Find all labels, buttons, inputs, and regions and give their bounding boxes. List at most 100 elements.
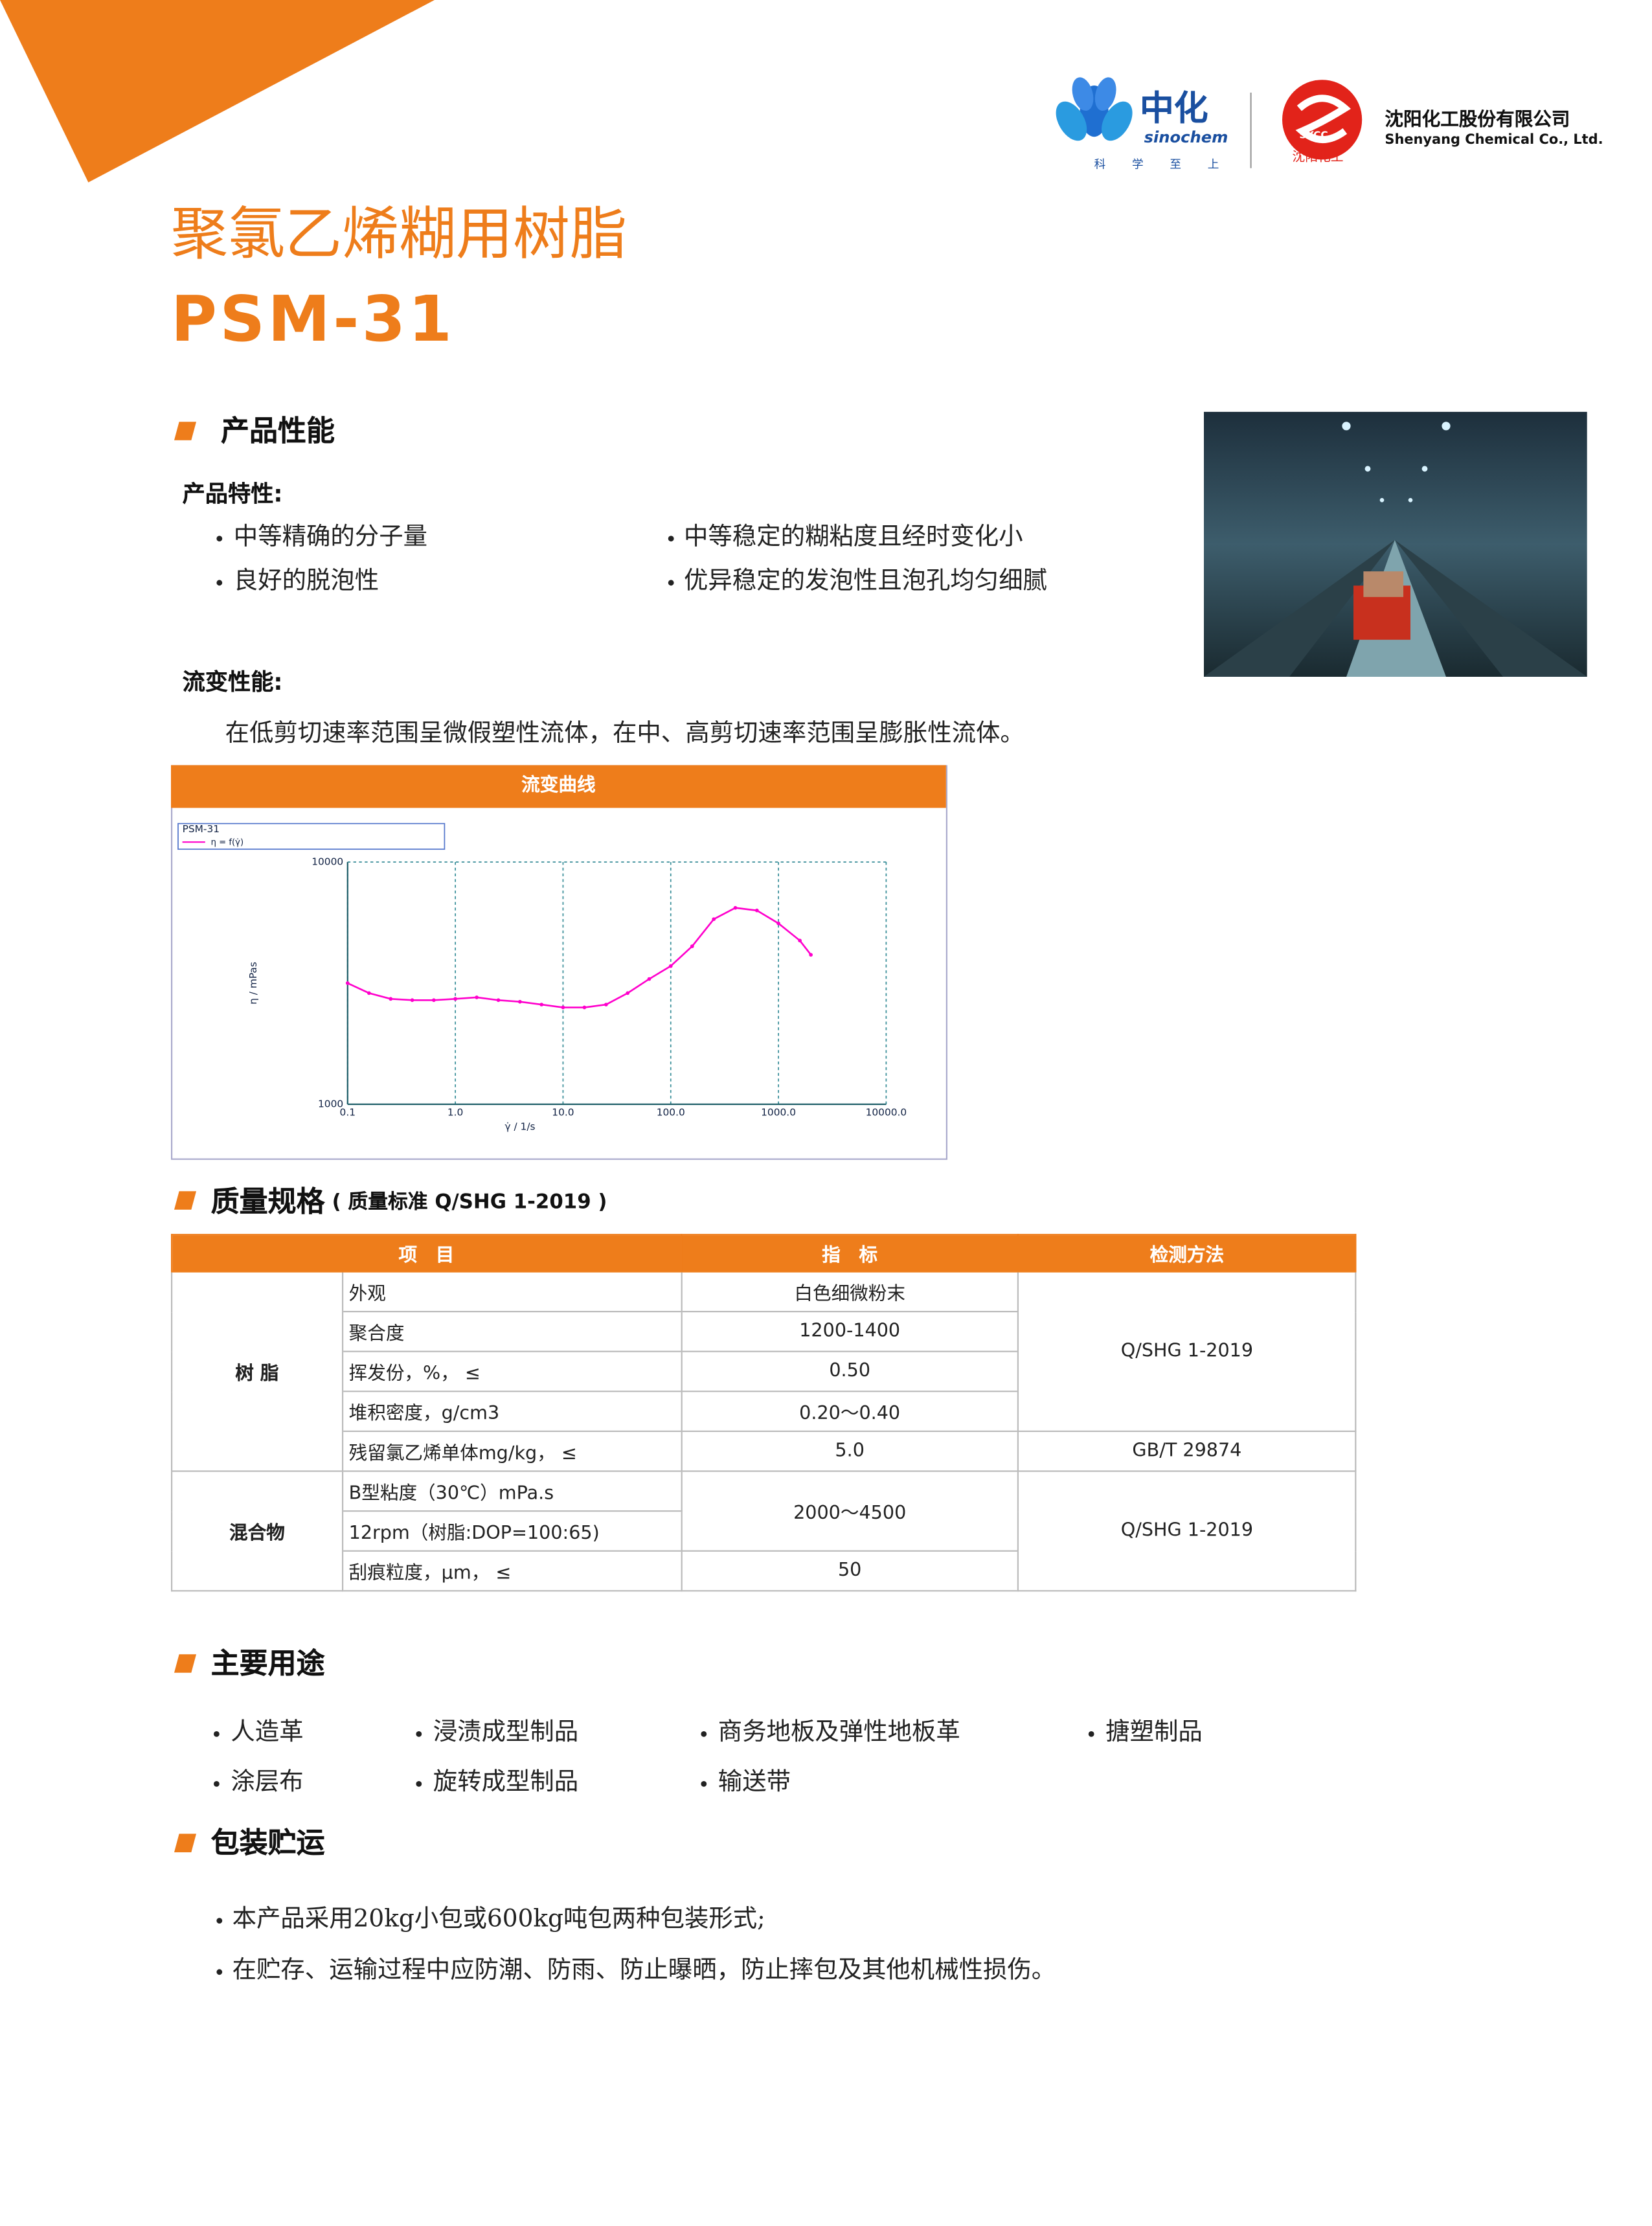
table-header: 项 目指 标检测方法 xyxy=(171,1234,1357,1273)
sycc-text: SYCC xyxy=(1299,130,1328,141)
sycc-cn: 沈阳化工 xyxy=(1292,151,1344,166)
company-cn: 沈阳化工股份有限公司 xyxy=(1385,109,1570,131)
warehouse-photo xyxy=(1204,411,1587,677)
data-point xyxy=(367,991,371,995)
item-cell: 外观 xyxy=(341,1271,682,1313)
feature: 优异稳定的发泡性且泡孔均匀细腻 xyxy=(684,567,1047,596)
chart-title: 流变曲线 xyxy=(521,775,596,797)
logo-cn: 中化 xyxy=(1140,88,1208,128)
item-cell: 12rpm（树脂:DOP=100:65) xyxy=(341,1510,682,1552)
method-cell: Q/SHG 1-2019 xyxy=(1017,1271,1357,1433)
bullet xyxy=(214,1781,220,1787)
data-point xyxy=(345,981,350,985)
header-cell: 指 标 xyxy=(680,1234,1019,1273)
title: 聚氯乙烯糊用树脂 xyxy=(171,202,627,268)
bullet xyxy=(1088,1731,1094,1737)
bullet xyxy=(701,1781,707,1787)
company-en: Shenyang Chemical Co., Ltd. xyxy=(1385,132,1603,148)
data-point xyxy=(432,998,436,1003)
group-cell: 树 脂 xyxy=(171,1271,343,1472)
bullet xyxy=(701,1731,707,1737)
data-point xyxy=(539,1003,544,1006)
data-point xyxy=(410,998,414,1003)
use-item: 涂层布 xyxy=(231,1768,304,1797)
group-cell: 混合物 xyxy=(171,1470,343,1592)
logo-en: sinochem xyxy=(1144,128,1228,147)
method-cell: Q/SHG 1-2019 xyxy=(1017,1470,1357,1592)
item-cell: 挥发份，%， ≤ xyxy=(341,1350,682,1392)
header-cell: 检测方法 xyxy=(1017,1234,1357,1273)
feature: 良好的脱泡性 xyxy=(233,567,379,596)
bullet xyxy=(668,536,674,541)
bullet xyxy=(214,1731,220,1737)
spec-cell: 50 xyxy=(680,1550,1019,1592)
x-tick-label: 1.0 xyxy=(447,1107,463,1119)
section-icon xyxy=(174,1191,197,1210)
data-point xyxy=(626,991,630,995)
use-item: 输送带 xyxy=(718,1768,791,1797)
x-tick-label: 0.1 xyxy=(340,1107,356,1119)
bullet xyxy=(216,536,223,541)
standard-note: ( 质量标准 Q/SHG 1-2019 ) xyxy=(332,1191,607,1214)
data-point xyxy=(604,1003,608,1006)
item-cell: 堆积密度，g/cm3 xyxy=(341,1391,682,1433)
sinochem-logo xyxy=(1056,77,1133,141)
data-point xyxy=(776,921,780,926)
spec-cell: 1200-1400 xyxy=(680,1311,1019,1352)
header-cell: 项 目 xyxy=(171,1234,682,1273)
bullet xyxy=(668,580,674,586)
data-point xyxy=(561,1005,565,1010)
spec-cell: 2000～4500 xyxy=(680,1470,1019,1552)
data-point xyxy=(798,938,802,943)
corner-triangle xyxy=(0,0,435,183)
x-tick-label: 10000.0 xyxy=(866,1107,907,1119)
spec-cell: 0.20～0.40 xyxy=(680,1391,1019,1433)
header-graphics xyxy=(0,0,1363,183)
data-point xyxy=(668,964,673,968)
spec-cell: 5.0 xyxy=(680,1430,1019,1472)
legend-box xyxy=(177,823,446,850)
logo-motto: 科 学 至 上 xyxy=(1094,158,1231,171)
data-point xyxy=(809,953,813,957)
use-item: 浸渍成型制品 xyxy=(433,1718,579,1747)
subheading: 产品特性: xyxy=(182,480,283,508)
feature: 中等精确的分子量 xyxy=(233,523,427,552)
data-point xyxy=(475,995,479,999)
section-icon xyxy=(174,1654,197,1673)
legend-label: η = f(γ̇) xyxy=(211,838,244,848)
data-point xyxy=(518,999,522,1004)
x-tick-label: 100.0 xyxy=(657,1107,685,1119)
spec-cell: 白色细微粉末 xyxy=(680,1271,1019,1313)
data-point xyxy=(690,944,694,948)
subheading: 流变性能: xyxy=(182,668,283,696)
spec-table: 项 目指 标检测方法 树 脂外观 白色细微粉末 Q/SHG 1-2019 聚合度 12… xyxy=(171,1234,1357,1592)
packaging-item: 在贮存、运输过程中应防潮、防雨、防止曝晒，防止摔包及其他机械性损伤。 xyxy=(232,1956,1056,1985)
data-line xyxy=(347,907,812,1008)
bullet xyxy=(416,1731,422,1737)
y-tick-label: 10000 xyxy=(311,856,343,867)
item-cell: 聚合度 xyxy=(341,1311,682,1352)
feature: 中等稳定的糊粘度且经时变化小 xyxy=(684,523,1023,552)
sycc-mark xyxy=(1295,95,1351,143)
bullet xyxy=(216,1969,223,1975)
use-item: 商务地板及弹性地板革 xyxy=(718,1718,960,1747)
item-cell: B型粘度（30℃）mPa.s xyxy=(341,1470,682,1512)
section-heading: 主要用途 xyxy=(210,1646,325,1680)
data-point xyxy=(496,998,501,1003)
use-item: 搪塑制品 xyxy=(1105,1718,1203,1747)
data-point xyxy=(582,1005,587,1010)
spec-cell: 0.50 xyxy=(680,1350,1019,1392)
x-tick-label: 10.0 xyxy=(552,1107,574,1119)
section-icon xyxy=(174,422,197,440)
bullet xyxy=(216,580,223,586)
data-point xyxy=(754,908,759,913)
data-point xyxy=(712,917,716,922)
item-cell: 刮痕粒度，μm， ≤ xyxy=(341,1550,682,1592)
section-icon xyxy=(174,1834,197,1852)
use-item: 旋转成型制品 xyxy=(433,1768,579,1797)
data-point xyxy=(647,977,651,981)
model: PSM-31 xyxy=(171,283,455,356)
y-axis-label: η / mPas xyxy=(247,962,259,1005)
